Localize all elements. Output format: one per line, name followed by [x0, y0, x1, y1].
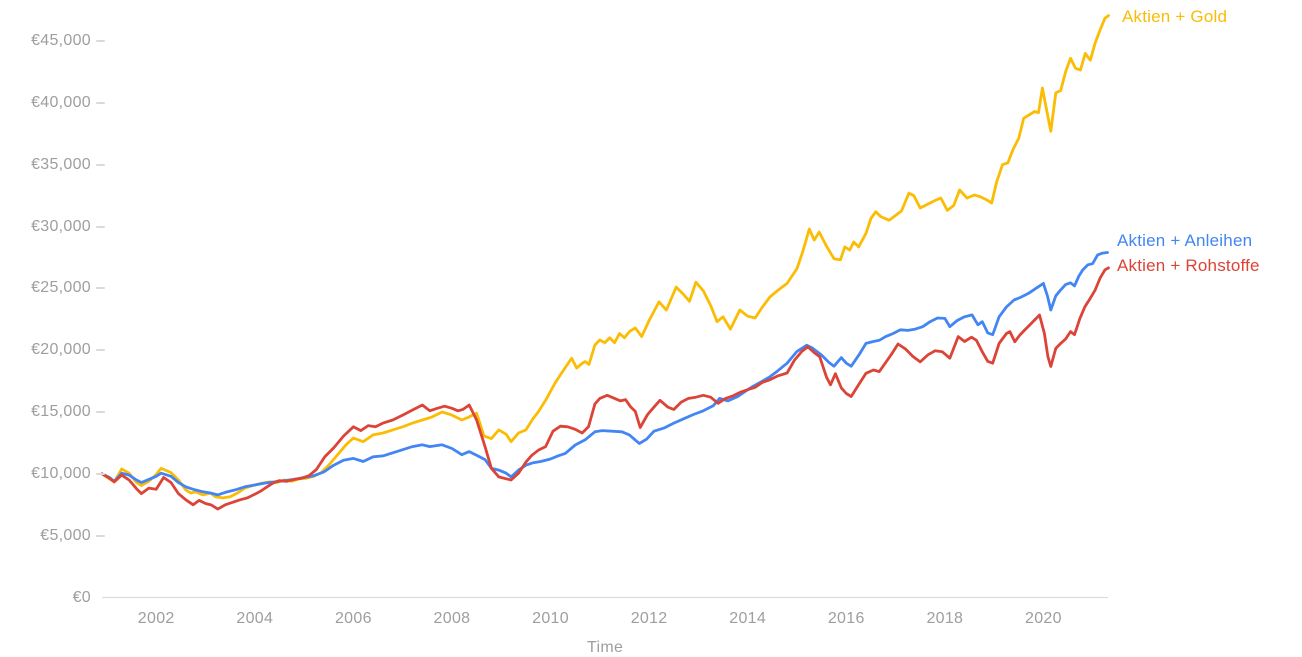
legend-aktien-rohstoffe: Aktien + Rohstoffe: [1117, 256, 1260, 275]
y-tick-mark: [96, 101, 105, 104]
y-tick-mark: [96, 534, 105, 537]
x-tick-label: 2012: [630, 610, 668, 627]
legend-aktien-gold: Aktien + Gold: [1122, 7, 1228, 26]
y-tick-label: €20,000: [31, 341, 91, 359]
y-tick-label: €25,000: [31, 279, 91, 297]
y-tick-mark: [96, 287, 105, 290]
y-tick-mark: [96, 472, 105, 475]
legend-aktien-anleihen: Aktien + Anleihen: [1117, 231, 1253, 250]
y-tick-mark: [96, 411, 105, 413]
y-tick-label: €30,000: [31, 217, 91, 235]
y-tick-label: €0: [72, 588, 91, 606]
y-tick-mark: [96, 163, 105, 166]
x-tick-label: 2010: [532, 610, 569, 627]
y-tick-mark: [96, 40, 105, 42]
y-tick-label: €10,000: [31, 464, 91, 482]
y-tick-label: €5,000: [40, 526, 91, 544]
x-tick-label: 2018: [926, 610, 964, 627]
y-tick-label: €45,000: [31, 32, 91, 49]
series-line-aktien-anleihen: [100, 251, 1109, 497]
x-tick-label: 2014: [729, 610, 767, 627]
x-tick-label: 2016: [827, 610, 865, 627]
x-tick-label: 2006: [334, 610, 372, 627]
x-tick-label: 2004: [236, 610, 274, 627]
x-tick-label: 2020: [1025, 610, 1062, 627]
x-tick-label: 2002: [137, 610, 175, 627]
series-line-aktien-rohstoffe: [100, 266, 1110, 511]
y-tick-label: €15,000: [31, 403, 91, 420]
y-tick-label: €35,000: [31, 155, 91, 173]
series-line-aktien-gold: [100, 14, 1110, 500]
x-axis-title: Time: [587, 639, 624, 656]
y-tick-mark: [96, 349, 105, 352]
y-tick-mark: [96, 225, 105, 228]
y-tick-label: €40,000: [31, 93, 91, 111]
x-tick-label: 2008: [433, 610, 471, 627]
